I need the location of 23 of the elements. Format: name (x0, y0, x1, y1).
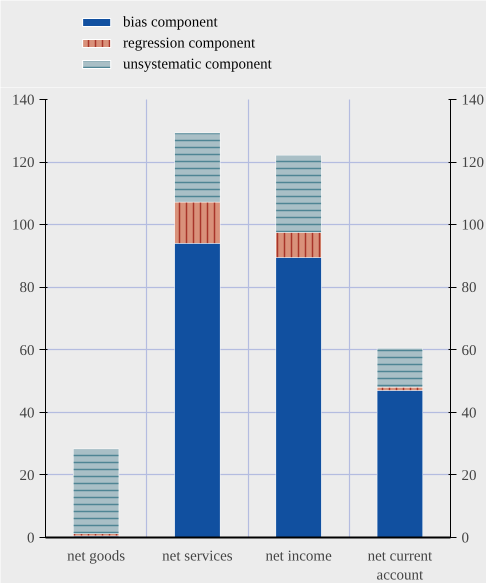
legend-label: bias component (123, 14, 218, 30)
y2-tick-label: 60 (462, 342, 476, 359)
y-tick-label: 100 (12, 218, 34, 234)
y2-tick-label: 120 (462, 155, 484, 172)
x-tick-label: net goods (67, 548, 126, 564)
y2-tick-label: 140 (462, 92, 484, 108)
x-tick-label: net current account (368, 548, 433, 583)
y-tick-label: 140 (12, 92, 34, 108)
x-tick-label: net services (162, 548, 233, 564)
y-tick-label: 80 (20, 280, 34, 296)
y2-tick-label: 0 (462, 530, 469, 546)
y-tick-label: 40 (20, 405, 34, 422)
y-tick-label: 120 (12, 155, 34, 172)
legend-label: regression component (123, 36, 256, 52)
y-tick-label: 0 (27, 530, 34, 546)
x-tick-label: net income (266, 548, 332, 564)
y2-tick-label: 100 (462, 218, 484, 234)
y-tick-label: 60 (20, 342, 34, 359)
y2-tick-label: 40 (462, 405, 476, 422)
y2-tick-label: 20 (462, 468, 476, 484)
y-tick-label: 20 (20, 468, 34, 484)
y2-tick-label: 80 (462, 280, 476, 296)
legend-label: unsystematic component (123, 56, 273, 72)
